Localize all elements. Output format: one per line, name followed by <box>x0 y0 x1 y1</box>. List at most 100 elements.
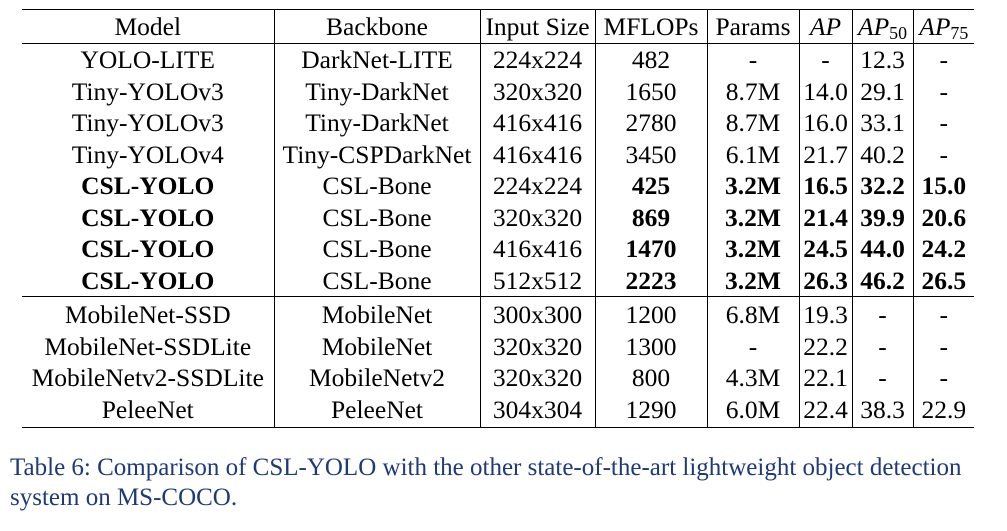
table-body: YOLO-LITE DarkNet-LITE 224x224 482- -12.3- Ti… <box>22 43 974 428</box>
cell-ap75: 26.5 <box>912 264 974 297</box>
cell-model: CSL-YOLO <box>81 234 215 263</box>
cell-ap75: - <box>912 296 974 331</box>
cell-params: 6.0M <box>706 393 799 428</box>
cell-ap75: 22.9 <box>912 393 974 428</box>
table-row: Tiny-YOLOv3 Tiny-DarkNet 320x320 1650 8.7M 14… <box>22 75 974 107</box>
cell-input-size: 416x416 <box>479 233 595 265</box>
header-ap-label: AP <box>809 12 842 41</box>
cell-ap50: 33.1 <box>851 107 913 139</box>
cell-input-size: 300x300 <box>479 296 595 331</box>
header-params: Params <box>706 9 799 44</box>
cell-ap50: 46.2 <box>851 264 913 297</box>
header-input-size: Input Size <box>479 9 595 44</box>
cell-mflops: 1200 <box>594 296 707 331</box>
cell-ap75: - <box>912 107 974 139</box>
cell-input-size: 304x304 <box>479 393 595 428</box>
cell-backbone: CSL-Bone <box>273 264 480 297</box>
cell-backbone: CSL-Bone <box>273 233 480 265</box>
cell-mflops: 1300 <box>594 330 707 362</box>
table-row: MobileNet-SSDLite MobileNet 320x320 1300-22… <box>22 330 974 362</box>
cell-params: 8.7M <box>706 75 799 107</box>
cell-ap50: 12.3 <box>851 43 913 76</box>
cell-params: 3.2M <box>706 233 799 265</box>
table-caption: Table 6: Comparison of CSL-YOLO with the… <box>10 454 962 511</box>
table-row: CSL-YOLO CSL-Bone 512x512 2223 3.2M 26.3 46.2 2… <box>22 264 974 297</box>
header-ap50-subscript: 50 <box>889 23 907 43</box>
cell-backbone: Tiny-CSPDarkNet <box>273 138 480 170</box>
table-row: YOLO-LITE DarkNet-LITE 224x224 482- -12.3- <box>22 43 974 76</box>
cell-input-size: 224x224 <box>479 170 595 202</box>
table-row: CSL-YOLO CSL-Bone 416x416 1470 3.2M 24.5 44.0 2… <box>22 233 974 265</box>
header-backbone: Backbone <box>273 9 480 44</box>
table-row: MobileNet-SSD MobileNet 300x300 1200 6.8M 19.… <box>22 296 974 331</box>
cell-ap50: 29.1 <box>851 75 913 107</box>
cell-params: - <box>706 43 799 76</box>
table-row: Tiny-YOLOv4 Tiny-CSPDarkNet 416x416 3450 6.1… <box>22 138 974 170</box>
cell-backbone: PeleeNet <box>273 393 480 428</box>
cell-ap75: - <box>912 138 974 170</box>
table-row: MobileNetv2-SSDLite MobileNetv2 320x320 800… <box>22 362 974 394</box>
header-mflops: MFLOPs <box>594 9 707 44</box>
cell-params: 3.2M <box>706 201 799 233</box>
cell-ap75: 15.0 <box>912 170 974 202</box>
cell-ap: - <box>798 43 852 76</box>
cell-backbone: CSL-Bone <box>273 201 480 233</box>
cell-params: 6.1M <box>706 138 799 170</box>
cell-model: MobileNet-SSD <box>22 296 274 331</box>
cell-model: Tiny-YOLOv4 <box>71 139 224 169</box>
cell-ap75: - <box>912 362 974 394</box>
header-ap50-label: AP <box>858 12 890 41</box>
header-ap75-label: AP <box>919 12 951 41</box>
cell-mflops: 2780 <box>594 107 707 139</box>
cell-model: Tiny-YOLOv3 <box>71 108 224 137</box>
cell-mflops: 2223 <box>594 264 707 297</box>
cell-ap50: - <box>851 296 913 331</box>
cell-ap: 24.5 <box>798 233 852 265</box>
table-row: PeleeNet PeleeNet 304x304 1290 6.0M 22.4 38.3 2… <box>22 393 974 428</box>
cell-model: YOLO-LITE <box>80 45 216 74</box>
cell-ap50: 32.2 <box>851 170 913 202</box>
cell-ap: 26.3 <box>798 264 852 297</box>
cell-ap75: - <box>912 75 974 107</box>
cell-ap: 19.3 <box>798 296 852 331</box>
cell-backbone: MobileNet <box>273 296 480 331</box>
cell-backbone: CSL-Bone <box>273 170 480 202</box>
cell-model: Tiny-YOLOv3 <box>71 76 224 106</box>
cell-mflops: 1290 <box>594 393 707 428</box>
cell-input-size: 416x416 <box>479 107 595 139</box>
header-ap50: AP50 <box>851 9 913 44</box>
cell-ap: 22.1 <box>798 362 852 394</box>
header-ap: AP <box>798 9 852 44</box>
cell-input-size: 320x320 <box>479 75 595 107</box>
table-row: CSL-YOLO CSL-Bone 224x224 425 3.2M 16.5 32.2 15… <box>22 170 974 202</box>
header-ap75-subscript: 75 <box>950 23 969 43</box>
cell-ap50: 39.9 <box>851 201 913 233</box>
cell-ap: 22.4 <box>798 393 852 428</box>
cell-model: MobileNet-SSDLite <box>44 331 252 361</box>
results-table: Model Backbone Input Size MFLOPs Params … <box>22 9 974 428</box>
cell-ap75: 24.2 <box>912 233 974 265</box>
header-row: Model Backbone Input Size MFLOPs Params … <box>22 9 974 44</box>
cell-params: 3.2M <box>706 264 799 297</box>
cell-mflops: 1650 <box>594 75 707 107</box>
cell-ap: 21.7 <box>798 138 852 170</box>
cell-model: MobileNetv2-SSDLite <box>31 363 264 392</box>
cell-ap: 14.0 <box>798 75 852 107</box>
cell-input-size: 320x320 <box>479 330 595 362</box>
cell-ap50: 40.2 <box>851 138 913 170</box>
cell-params: - <box>706 330 799 362</box>
cell-ap50: 44.0 <box>851 233 913 265</box>
cell-ap: 21.4 <box>798 201 852 233</box>
cell-ap75: 20.6 <box>912 201 974 233</box>
cell-ap: 16.0 <box>798 107 852 139</box>
cell-ap75: - <box>912 43 974 76</box>
cell-model: CSL-YOLO <box>81 265 215 295</box>
cell-backbone: MobileNetv2 <box>273 362 480 394</box>
cell-backbone: Tiny-DarkNet <box>273 107 480 139</box>
cell-params: 4.3M <box>706 362 799 394</box>
cell-mflops: 800 <box>594 362 707 394</box>
cell-backbone: Tiny-DarkNet <box>273 75 480 107</box>
cell-ap: 16.5 <box>798 170 852 202</box>
cell-input-size: 416x416 <box>479 138 595 170</box>
table-row: CSL-YOLO CSL-Bone 320x320 869 3.2M 21.4 39.9 20… <box>22 201 974 233</box>
